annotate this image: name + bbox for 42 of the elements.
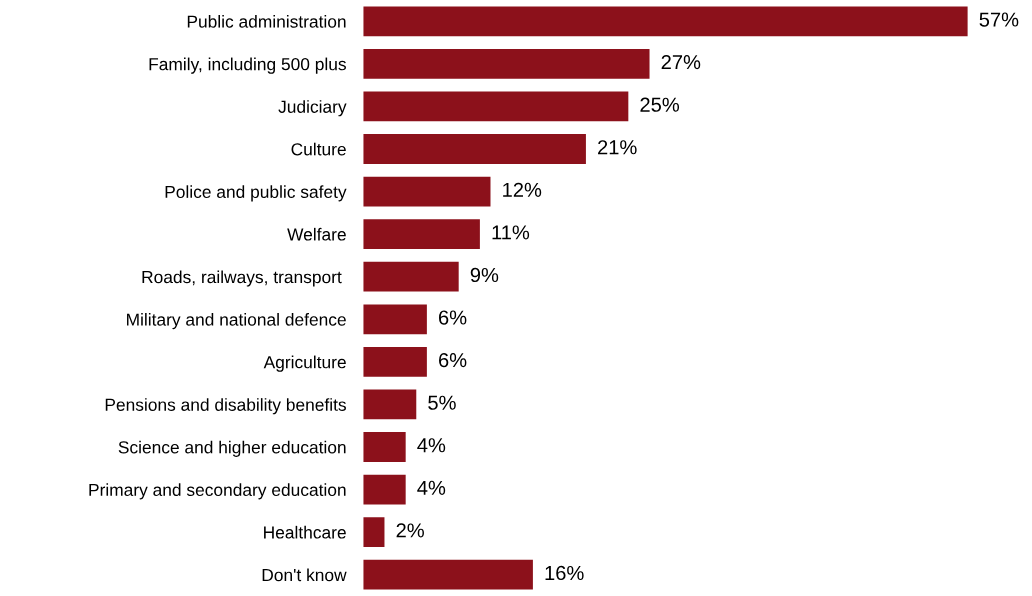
- bar: [363, 219, 480, 250]
- data-label: 27%: [661, 55, 701, 70]
- y-tick-label: Science and higher education: [118, 440, 346, 457]
- data-label: 16%: [545, 565, 584, 581]
- bar: [363, 176, 491, 207]
- bar: [363, 261, 459, 292]
- y-tick-label: Roads, railways, transport: [142, 270, 342, 287]
- y-tick-label: Primary and secondary education: [89, 483, 346, 500]
- y-tick-label: Judiciary: [278, 100, 347, 117]
- bar: [363, 559, 533, 590]
- data-label: 57%: [979, 12, 1019, 27]
- data-label: 6%: [439, 310, 467, 325]
- data-label: 4%: [417, 438, 446, 453]
- data-label: 4%: [417, 480, 446, 495]
- y-tick-label: Welfare: [287, 227, 346, 241]
- bar: [363, 517, 385, 548]
- bar: [363, 91, 629, 122]
- y-tick-label: Military and national defence: [127, 313, 346, 330]
- y-tick-label: Police and public safety: [165, 185, 347, 202]
- y-tick-label: Culture: [291, 142, 346, 156]
- y-tick-label: Public administration: [187, 15, 346, 28]
- bar: [363, 346, 427, 377]
- bar: [363, 432, 406, 462]
- y-tick-label: Agriculture: [263, 355, 346, 372]
- bar: [363, 304, 427, 335]
- data-label: 6%: [439, 353, 467, 368]
- data-label: 9%: [470, 267, 499, 283]
- bar: [363, 474, 406, 505]
- y-tick-label: Don't know: [262, 568, 347, 582]
- data-label: 21%: [598, 140, 637, 155]
- y-tick-label: Pensions and disability benefits: [105, 398, 346, 415]
- data-label: 11%: [492, 225, 530, 240]
- y-tick-label: Family, including 500 plus: [149, 57, 346, 74]
- bar: [363, 389, 417, 420]
- bar: [363, 134, 586, 164]
- data-label: 25%: [640, 97, 680, 112]
- y-tick-label: Healthcare: [264, 525, 346, 539]
- data-label: 5%: [428, 395, 456, 410]
- data-label: 12%: [503, 182, 542, 197]
- data-label: 2%: [396, 523, 424, 538]
- bar: [363, 6, 968, 37]
- bar: [363, 48, 650, 79]
